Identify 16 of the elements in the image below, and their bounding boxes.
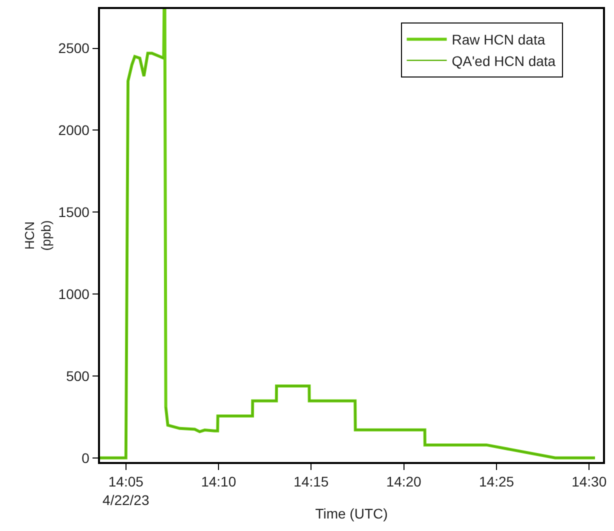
x-tick-label: 14:30 bbox=[572, 474, 607, 490]
y-tick-label: 1500 bbox=[58, 204, 90, 220]
y-tick-label: 1000 bbox=[58, 286, 90, 302]
y-tick-label: 2000 bbox=[58, 122, 90, 138]
x-axis-title: Time (UTC) bbox=[315, 506, 388, 522]
x-tick-label: 14:25 bbox=[478, 474, 514, 490]
legend-label: QA'ed HCN data bbox=[452, 52, 556, 69]
x-tick-label: 14:05 4/22/23 bbox=[102, 474, 150, 508]
y-tick-label: 0 bbox=[82, 450, 90, 466]
x-tick-label: 14:15 bbox=[294, 474, 329, 490]
y-tick-label: 2500 bbox=[58, 40, 90, 56]
y-tick-label: 500 bbox=[66, 368, 90, 384]
x-tick-label: 14:20 bbox=[386, 474, 422, 490]
y-axis-title: HCN (ppb) bbox=[22, 220, 54, 251]
legend-label: Raw HCN data bbox=[452, 32, 546, 48]
x-tick-label: 14:10 bbox=[201, 474, 236, 490]
